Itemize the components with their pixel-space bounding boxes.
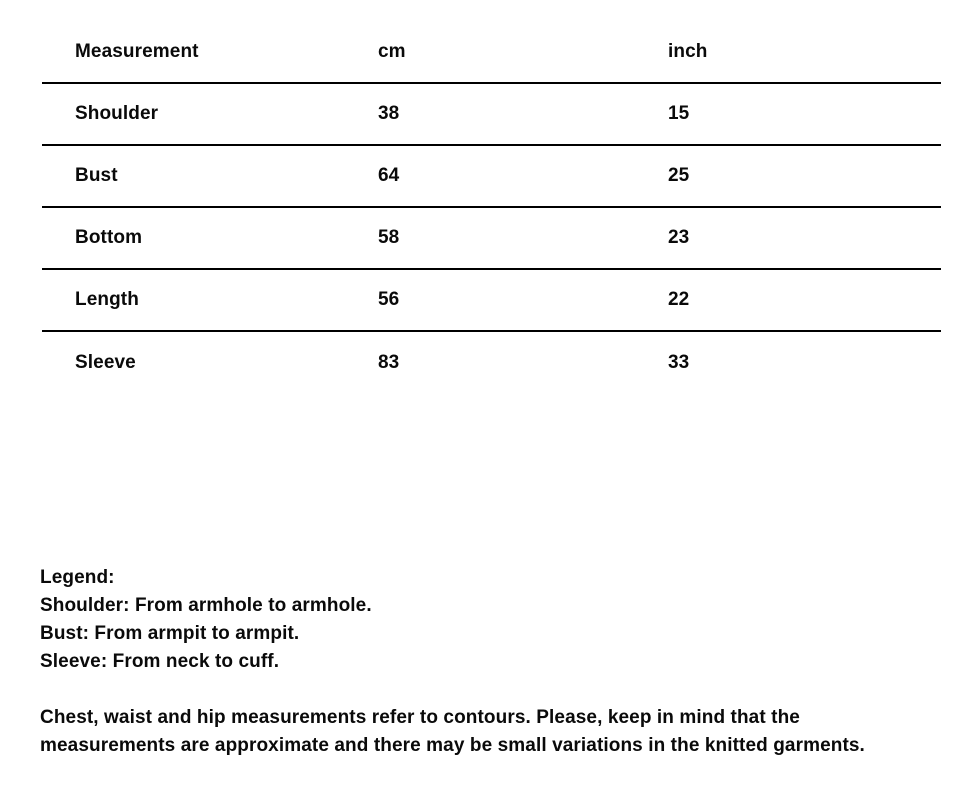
inch-value: 25 <box>668 165 690 186</box>
column-header-measurement: Measurement <box>75 41 199 62</box>
measurement-label: Shoulder <box>75 103 159 124</box>
legend-section: Legend: Shoulder: From armhole to armhol… <box>40 564 976 760</box>
cm-value: 56 <box>378 289 400 310</box>
legend-item-bust: Bust: From armpit to armpit. <box>40 623 300 644</box>
table-row-shoulder: Shoulder 38 15 <box>42 84 941 146</box>
inch-value: 15 <box>668 103 690 124</box>
column-header-inch: inch <box>668 41 708 62</box>
size-chart-page: Measurement cm inch Shoulder 38 15 Bust … <box>0 22 976 760</box>
table-row-bust: Bust 64 25 <box>42 146 941 208</box>
inch-value: 33 <box>668 352 690 373</box>
cm-value: 83 <box>378 352 400 373</box>
cm-value: 58 <box>378 227 400 248</box>
cm-value: 38 <box>378 103 400 124</box>
measurement-label: Bust <box>75 165 118 186</box>
legend-item-sleeve: Sleeve: From neck to cuff. <box>40 651 280 672</box>
table-row-bottom: Bottom 58 23 <box>42 208 941 270</box>
table-row-length: Length 56 22 <box>42 270 941 332</box>
table-row-sleeve: Sleeve 83 33 <box>42 332 941 394</box>
measurement-label: Length <box>75 289 139 310</box>
column-header-cm: cm <box>378 41 406 62</box>
inch-value: 23 <box>668 227 690 248</box>
measurement-label: Sleeve <box>75 352 136 373</box>
legend-item-shoulder: Shoulder: From armhole to armhole. <box>40 595 372 616</box>
measurement-label: Bottom <box>75 227 143 248</box>
measurement-note: Chest, waist and hip measurements refer … <box>40 707 865 756</box>
size-table-header-row: Measurement cm inch <box>42 22 941 84</box>
legend-title: Legend: <box>40 567 115 588</box>
size-table: Measurement cm inch Shoulder 38 15 Bust … <box>42 22 941 394</box>
cm-value: 64 <box>378 165 400 186</box>
inch-value: 22 <box>668 289 690 310</box>
